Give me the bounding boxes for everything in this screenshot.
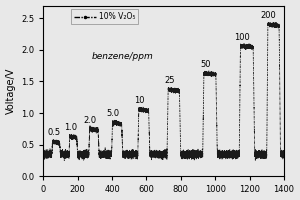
Text: 1.0: 1.0 bbox=[64, 123, 77, 132]
Text: 25: 25 bbox=[164, 76, 175, 85]
Text: 0.5: 0.5 bbox=[47, 128, 60, 137]
Y-axis label: Voltage/V: Voltage/V bbox=[6, 68, 16, 114]
Text: 10: 10 bbox=[134, 96, 145, 105]
Text: 50: 50 bbox=[201, 60, 211, 69]
Text: 5.0: 5.0 bbox=[107, 109, 120, 118]
Legend: 10% V₂O₅: 10% V₂O₅ bbox=[71, 9, 138, 24]
Text: 200: 200 bbox=[260, 11, 276, 20]
Text: 100: 100 bbox=[235, 33, 250, 42]
Text: 2.0: 2.0 bbox=[83, 116, 97, 125]
Text: benzene/ppm: benzene/ppm bbox=[92, 52, 153, 61]
